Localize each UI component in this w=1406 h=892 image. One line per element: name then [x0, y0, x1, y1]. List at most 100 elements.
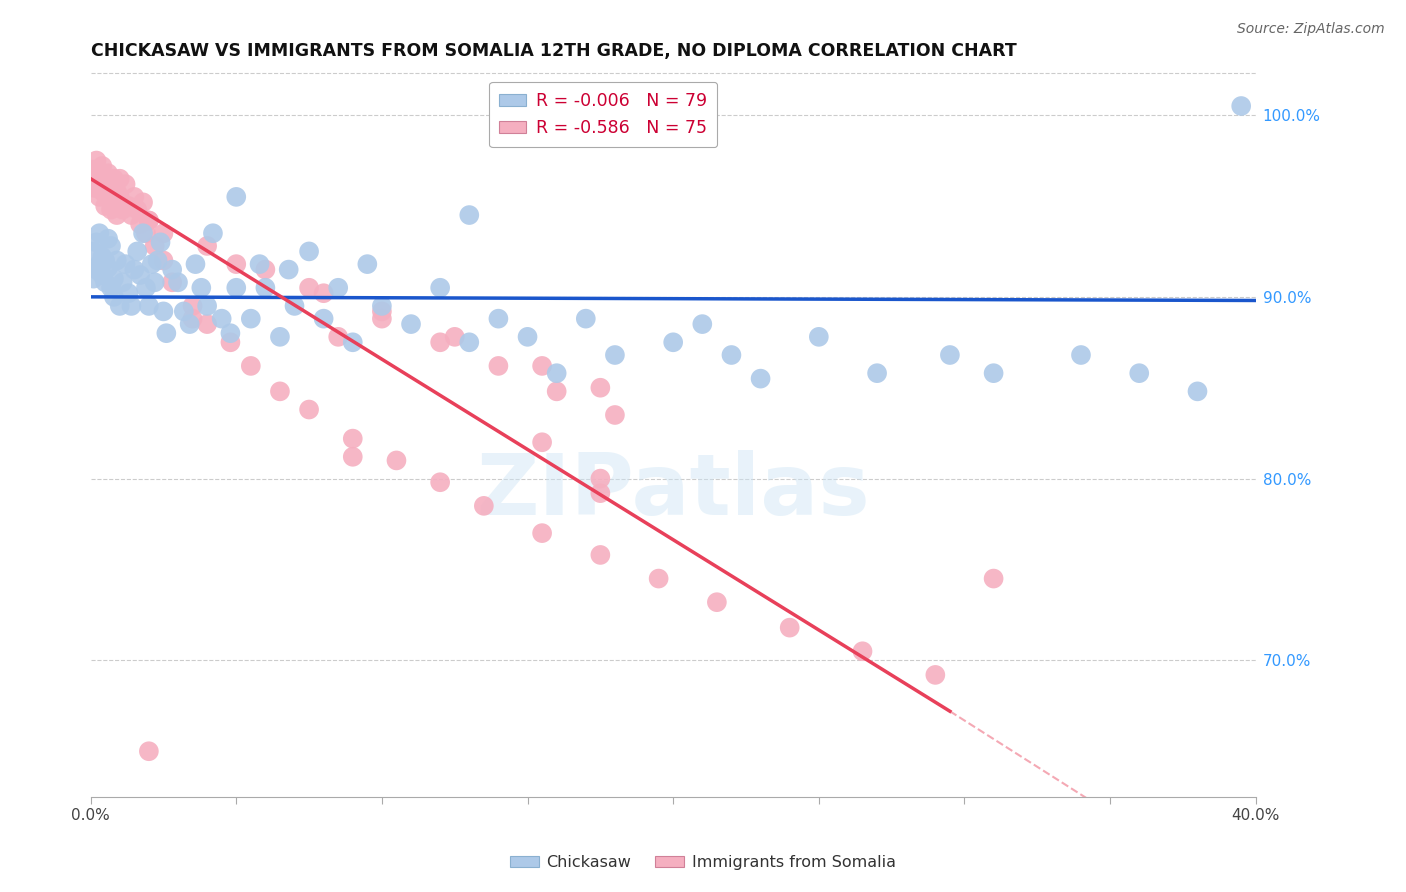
Point	[531, 359, 554, 373]
Point	[983, 572, 1005, 586]
Point	[117, 199, 139, 213]
Point	[138, 213, 160, 227]
Point	[138, 744, 160, 758]
Point	[103, 271, 125, 285]
Point	[94, 275, 117, 289]
Point	[108, 171, 131, 186]
Point	[225, 190, 247, 204]
Point	[86, 235, 108, 250]
Point	[105, 253, 128, 268]
Point	[132, 226, 155, 240]
Point	[100, 181, 122, 195]
Point	[458, 335, 481, 350]
Text: Source: ZipAtlas.com: Source: ZipAtlas.com	[1237, 22, 1385, 37]
Point	[141, 257, 163, 271]
Point	[124, 262, 146, 277]
Point	[89, 257, 111, 271]
Point	[103, 171, 125, 186]
Point	[706, 595, 728, 609]
Point	[486, 311, 509, 326]
Point	[94, 253, 117, 268]
Point	[89, 190, 111, 204]
Point	[143, 275, 166, 289]
Point	[97, 190, 120, 204]
Point	[100, 239, 122, 253]
Point	[91, 250, 114, 264]
Point	[184, 257, 207, 271]
Text: ZIPatlas: ZIPatlas	[477, 450, 870, 533]
Point	[219, 326, 242, 341]
Point	[851, 644, 873, 658]
Text: CHICKASAW VS IMMIGRANTS FROM SOMALIA 12TH GRADE, NO DIPLOMA CORRELATION CHART: CHICKASAW VS IMMIGRANTS FROM SOMALIA 12T…	[90, 42, 1017, 60]
Point	[129, 268, 152, 282]
Point	[603, 408, 626, 422]
Point	[181, 311, 204, 326]
Point	[181, 299, 204, 313]
Point	[160, 275, 183, 289]
Point	[866, 366, 889, 380]
Point	[83, 181, 105, 195]
Point	[132, 195, 155, 210]
Point	[458, 208, 481, 222]
Point	[160, 262, 183, 277]
Point	[1070, 348, 1092, 362]
Point	[342, 432, 364, 446]
Point	[146, 253, 169, 268]
Point	[124, 190, 146, 204]
Point	[219, 335, 242, 350]
Point	[225, 257, 247, 271]
Point	[486, 359, 509, 373]
Point	[371, 299, 394, 313]
Point	[283, 299, 305, 313]
Point	[269, 330, 291, 344]
Point	[195, 299, 218, 313]
Point	[328, 281, 350, 295]
Point	[138, 299, 160, 313]
Point	[179, 317, 201, 331]
Point	[924, 668, 946, 682]
Point	[83, 271, 105, 285]
Point	[190, 281, 212, 295]
Point	[589, 486, 612, 500]
Point	[100, 281, 122, 295]
Point	[277, 262, 299, 277]
Point	[531, 435, 554, 450]
Point	[94, 171, 117, 186]
Point	[97, 232, 120, 246]
Point	[152, 253, 174, 268]
Point	[167, 275, 190, 289]
Point	[546, 384, 568, 399]
Point	[89, 166, 111, 180]
Point	[575, 311, 598, 326]
Point	[269, 384, 291, 399]
Point	[399, 317, 422, 331]
Point	[105, 208, 128, 222]
Point	[201, 226, 224, 240]
Point	[342, 450, 364, 464]
Point	[173, 304, 195, 318]
Point	[342, 335, 364, 350]
Point	[443, 330, 465, 344]
Point	[211, 311, 233, 326]
Point	[120, 208, 142, 222]
Point	[83, 244, 105, 259]
Point	[531, 526, 554, 541]
Point	[939, 348, 962, 362]
Point	[83, 162, 105, 177]
Point	[589, 472, 612, 486]
Point	[97, 260, 120, 275]
Point	[86, 262, 108, 277]
Point	[89, 226, 111, 240]
Point	[429, 475, 451, 490]
Point	[97, 166, 120, 180]
Point	[152, 226, 174, 240]
Point	[647, 572, 669, 586]
Point	[720, 348, 742, 362]
Point	[385, 453, 408, 467]
Point	[135, 226, 157, 240]
Point	[94, 199, 117, 213]
Point	[312, 311, 335, 326]
Point	[589, 381, 612, 395]
Point	[91, 185, 114, 199]
Point	[127, 244, 149, 259]
